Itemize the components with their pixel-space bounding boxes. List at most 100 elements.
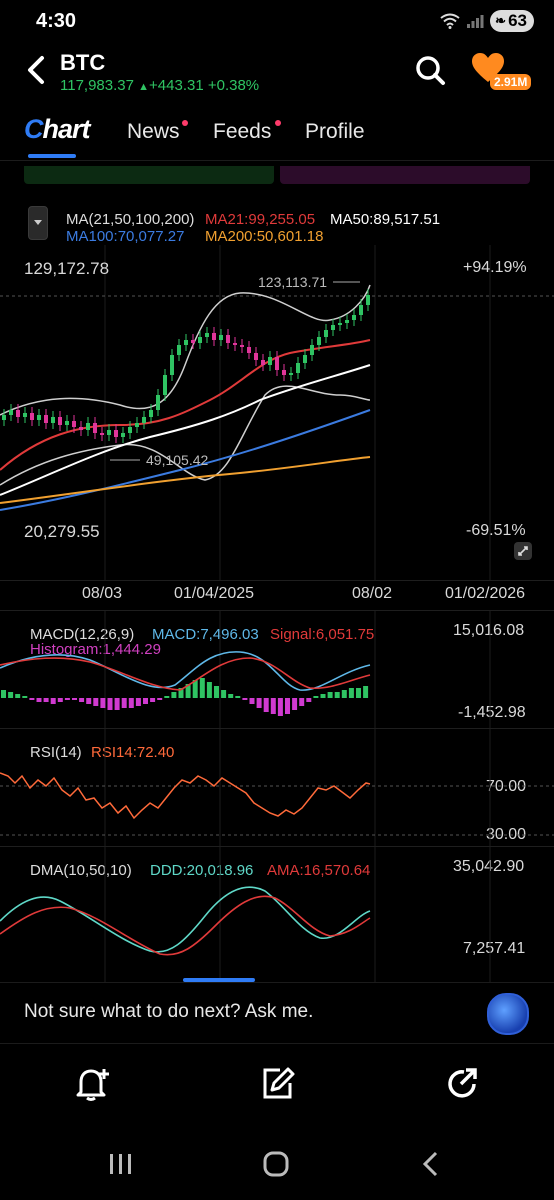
candle: [268, 357, 272, 365]
ma100-line: [0, 409, 371, 511]
candle: [212, 333, 216, 340]
candle: [44, 415, 48, 423]
bell-add-icon[interactable]: [74, 1066, 112, 1102]
edit-note-icon[interactable]: [260, 1066, 296, 1102]
symbol-title: BTC: [60, 50, 106, 75]
price-change: +443.31: [149, 77, 204, 94]
chart-bottom-price: 20,279.55: [24, 522, 100, 541]
sell-volume-bar: [280, 166, 530, 184]
histogram-bar: [1, 690, 6, 698]
candle: [65, 421, 69, 425]
histogram-bar: [150, 698, 156, 702]
ma100-value: MA100:70,077.27: [66, 228, 185, 245]
macd-line: [0, 651, 371, 691]
ddd-line: [0, 886, 371, 953]
candle: [142, 417, 146, 423]
histogram-bar: [356, 688, 361, 698]
scroll-handle[interactable]: [183, 978, 255, 982]
dma-label: DMA(10,50,10): [30, 862, 132, 879]
divider: [0, 580, 554, 581]
share-refresh-icon[interactable]: [444, 1066, 480, 1102]
histogram-bar: [114, 698, 120, 710]
ma50-line: [0, 364, 371, 496]
tab-news[interactable]: News: [127, 120, 180, 143]
battery-indicator: ❧ 63: [490, 10, 534, 32]
tab-bar: Chart News Feeds Profile: [0, 110, 554, 161]
histogram-bar: [57, 698, 63, 702]
wifi-icon: [440, 13, 460, 29]
assistant-prompt[interactable]: Not sure what to do next? Ask me.: [0, 982, 554, 1044]
candle: [296, 363, 300, 373]
histogram-bar: [256, 698, 262, 708]
back-nav-icon[interactable]: [420, 1150, 442, 1178]
histogram-bar: [348, 688, 354, 698]
candle: [359, 305, 363, 315]
candle: [191, 340, 195, 343]
low-mark: 49,105.42: [146, 452, 209, 468]
candle: [352, 315, 356, 320]
histogram-bar: [306, 698, 312, 702]
histogram-bar: [206, 682, 212, 698]
candle: [240, 345, 244, 347]
candle: [338, 323, 342, 325]
macd-label: MACD(12,26,9): [30, 626, 135, 643]
ma200-value: MA200:50,601.18: [205, 228, 324, 245]
histogram-bar: [36, 698, 42, 702]
histogram-bar: [107, 698, 113, 710]
candlestick-chart[interactable]: [0, 245, 554, 580]
signal-value: Signal:6,051.75: [270, 626, 375, 643]
histogram-bar: [15, 694, 21, 698]
rsi-label: RSI(14): [30, 744, 82, 761]
home-icon[interactable]: [262, 1150, 290, 1178]
tab-active-indicator: [28, 154, 76, 158]
histogram-bar: [93, 698, 99, 706]
candle: [219, 335, 223, 340]
candle: [100, 433, 104, 435]
histogram-bar: [285, 698, 290, 714]
candle: [289, 373, 293, 375]
histogram-bar: [221, 690, 227, 698]
histogram-value: Histogram:1,444.29: [30, 641, 161, 658]
candle: [226, 335, 230, 343]
candle: [275, 357, 279, 370]
candle: [30, 413, 34, 420]
high-mark: 123,113.71: [258, 274, 328, 290]
candle: [261, 360, 265, 365]
histogram-bar: [164, 696, 170, 698]
macd-top: 15,016.08: [453, 622, 525, 639]
histogram-bar: [100, 698, 106, 708]
tab-chart[interactable]: Chart: [24, 114, 91, 144]
candle: [51, 417, 55, 423]
bottom-toolbar: [0, 1042, 554, 1128]
expand-icon[interactable]: [514, 542, 532, 560]
histogram-bar: [22, 696, 28, 698]
candle: [366, 295, 370, 305]
tab-profile[interactable]: Profile: [305, 120, 365, 143]
indicator-dropdown[interactable]: [28, 206, 48, 240]
macd-value: MACD:7,496.03: [152, 626, 259, 643]
macd-histogram: [1, 678, 369, 716]
up-arrow-icon: ▲: [138, 81, 150, 93]
feeds-notification-dot: [275, 120, 281, 126]
assistant-avatar-icon[interactable]: [487, 993, 529, 1035]
chart-top-pct: +94.19%: [463, 259, 527, 276]
recent-apps-icon[interactable]: [108, 1152, 134, 1176]
search-icon[interactable]: [414, 54, 446, 86]
histogram-bar: [171, 692, 177, 698]
candle: [107, 430, 111, 435]
chart-top-price: 129,172.78: [24, 259, 110, 278]
candle: [128, 427, 132, 433]
candle: [331, 325, 335, 330]
histogram-bar: [128, 698, 134, 708]
candle: [2, 415, 6, 420]
candle: [198, 337, 202, 343]
candle: [156, 395, 160, 410]
back-arrow-icon[interactable]: [22, 54, 52, 86]
histogram-bar: [292, 698, 298, 710]
histogram-bar: [277, 698, 283, 716]
divider: [0, 610, 554, 611]
tab-feeds[interactable]: Feeds: [213, 120, 272, 143]
bollinger-lower: [0, 385, 371, 486]
dma-bottom: 7,257.41: [463, 940, 526, 957]
candle: [86, 423, 90, 430]
